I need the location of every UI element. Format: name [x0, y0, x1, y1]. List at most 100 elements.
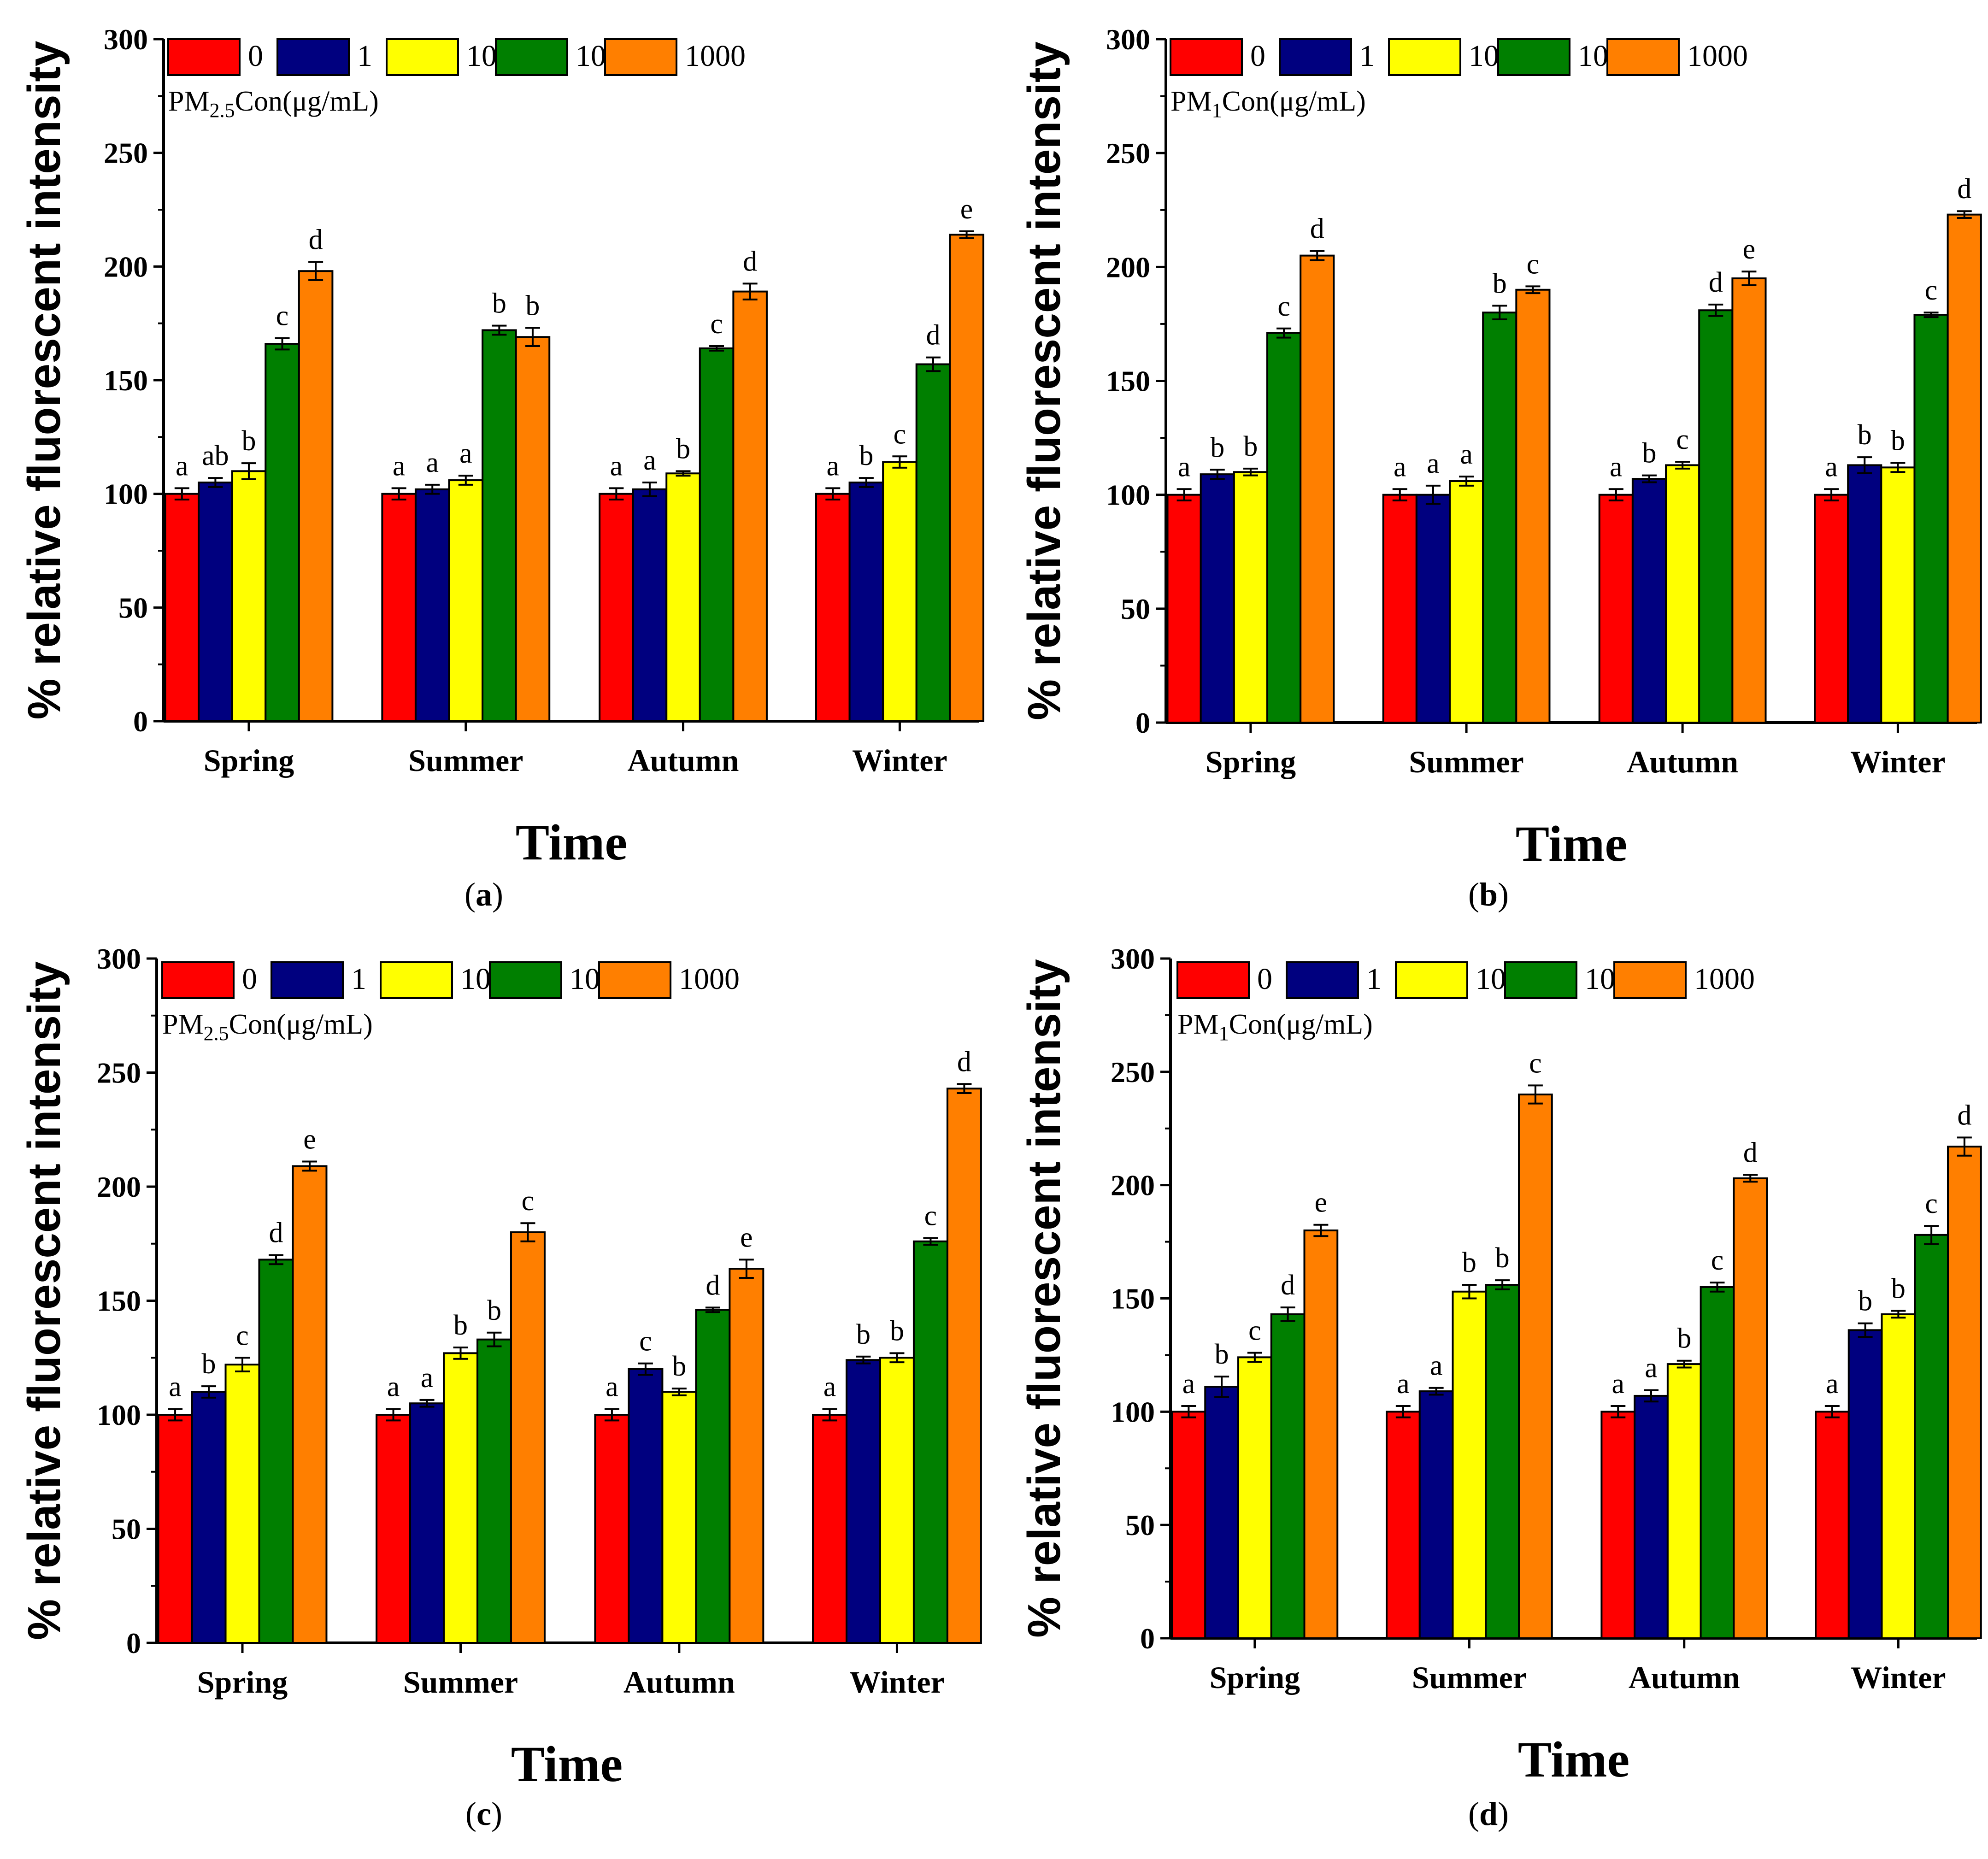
significance-label: c [1925, 275, 1938, 306]
significance-label: b [202, 1348, 216, 1380]
significance-label: b [856, 1319, 870, 1350]
x-tick-label-summer: Summer [1409, 744, 1523, 779]
x-axis-title: Time [1518, 1731, 1629, 1788]
significance-label: d [1957, 1100, 1971, 1131]
significance-label: c [1529, 1047, 1542, 1079]
legend-label-1000: 1000 [679, 962, 740, 996]
significance-label: b [492, 288, 506, 319]
significance-label: b [487, 1295, 501, 1326]
legend-label-1: 1 [1359, 39, 1375, 73]
bar-winter-100 [1913, 314, 1949, 724]
significance-label: c [1925, 1188, 1938, 1219]
legend-label-1: 1 [1366, 962, 1382, 996]
bar-winter-0 [812, 1414, 847, 1644]
x-tick-label-spring: Spring [1210, 1660, 1300, 1695]
significance-label: a [387, 1371, 400, 1403]
y-axis-title: % relative fluorescent intensity [1018, 41, 1070, 720]
legend-swatch-100 [1504, 961, 1577, 999]
bar-spring-10 [231, 470, 267, 722]
legend-label-0: 0 [248, 39, 263, 73]
bar-summer-100 [476, 1338, 512, 1644]
legend-swatch-100 [495, 38, 568, 76]
bar-summer-1000 [515, 336, 551, 722]
significance-label: b [1642, 438, 1656, 469]
legend-swatch-10 [1388, 38, 1461, 76]
y-tick-label: 150 [1111, 1282, 1155, 1315]
legend-swatch-1000 [604, 38, 677, 76]
significance-label: a [1825, 451, 1838, 482]
significance-label: a [610, 450, 623, 482]
legend-label-10: 10 [1476, 962, 1506, 996]
significance-label: a [426, 447, 439, 478]
significance-label: d [309, 224, 323, 255]
legend-title: PM2.5Con(μg/mL) [168, 86, 379, 122]
bar-winter-0 [815, 493, 851, 722]
bar-autumn-100 [1700, 1286, 1735, 1640]
significance-label: a [827, 450, 840, 482]
y-tick-label: 150 [1106, 365, 1150, 398]
significance-label: d [1743, 1137, 1758, 1169]
bar-summer-0 [381, 493, 417, 722]
bar-autumn-10 [1666, 1363, 1702, 1639]
bar-summer-10 [1449, 480, 1484, 724]
bar-winter-10 [879, 1357, 915, 1644]
y-tick-label: 150 [104, 364, 148, 397]
significance-label: c [924, 1200, 937, 1231]
bar-autumn-100 [695, 1309, 731, 1644]
bar-summer-1000 [1518, 1094, 1553, 1639]
bar-summer-1 [1415, 494, 1451, 724]
y-tick-label: 300 [1106, 23, 1150, 56]
significance-label: c [1527, 248, 1540, 280]
bar-autumn-1 [1631, 478, 1667, 724]
bar-summer-100 [1485, 1284, 1520, 1639]
significance-label: a [1645, 1353, 1658, 1384]
legend-swatch-1000 [1606, 38, 1680, 76]
significance-label: c [1711, 1245, 1724, 1276]
y-tick-label: 250 [1106, 137, 1150, 170]
bar-winter-1 [1847, 1329, 1883, 1639]
bar-autumn-10 [661, 1391, 697, 1644]
x-axis-title: Time [516, 814, 627, 871]
x-tick-label-spring: Spring [1206, 744, 1296, 779]
bar-autumn-0 [594, 1414, 630, 1644]
significance-label: b [1677, 1323, 1691, 1354]
significance-label: c [276, 300, 289, 332]
significance-label: b [1243, 431, 1258, 462]
significance-label: a [1460, 439, 1473, 470]
bar-autumn-1 [628, 1368, 664, 1644]
y-tick-label: 100 [1106, 479, 1150, 512]
significance-label: b [859, 440, 873, 471]
significance-label: b [1462, 1247, 1476, 1278]
bar-spring-1 [191, 1391, 227, 1644]
significance-label: b [1891, 425, 1905, 456]
legend-swatch-1000 [598, 961, 671, 999]
significance-label: a [1397, 1368, 1410, 1400]
significance-label: b [525, 290, 540, 322]
significance-label: c [1277, 291, 1290, 322]
y-tick-label: 200 [97, 1171, 141, 1203]
significance-label: c [710, 308, 723, 340]
bar-autumn-1000 [1733, 1177, 1768, 1640]
significance-label: d [1281, 1270, 1295, 1301]
bar-autumn-10 [1665, 464, 1700, 724]
significance-label: d [269, 1218, 283, 1249]
significance-label: b [1210, 432, 1224, 463]
legend-label-0: 0 [242, 962, 257, 996]
bar-winter-100 [1914, 1234, 1949, 1639]
significance-label: d [1709, 267, 1723, 298]
significance-label: a [643, 445, 656, 476]
x-tick-label-autumn: Autumn [628, 743, 739, 778]
x-tick-label-autumn: Autumn [623, 1665, 735, 1700]
significance-label: c [1676, 424, 1689, 455]
bar-spring-1000 [1300, 254, 1335, 724]
legend-swatch-100 [1497, 38, 1570, 76]
legend-label-1000: 1000 [1687, 39, 1748, 73]
y-tick-label: 100 [1111, 1395, 1155, 1428]
bar-winter-1 [845, 1359, 881, 1644]
panel-caption: (b) [1468, 876, 1509, 913]
bar-autumn-1 [632, 488, 668, 723]
legend-label-1000: 1000 [1694, 962, 1755, 996]
bar-spring-1000 [298, 270, 334, 722]
x-tick-label-autumn: Autumn [1627, 744, 1738, 779]
